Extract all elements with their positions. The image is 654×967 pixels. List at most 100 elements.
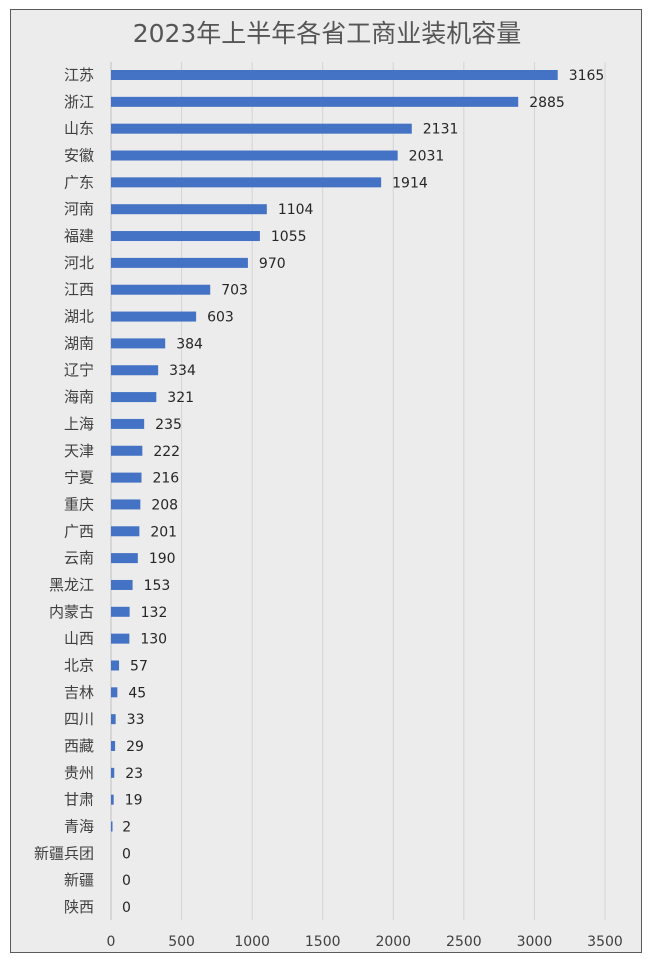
data-label: 190: [149, 551, 176, 567]
bar: [111, 714, 116, 725]
data-label: 0: [122, 846, 131, 862]
data-label: 321: [167, 390, 194, 406]
bar: [111, 392, 157, 403]
category-label: 吉林: [64, 683, 94, 701]
category-label: 湖南: [64, 334, 94, 352]
data-label: 703: [221, 283, 248, 299]
data-label: 2: [122, 820, 131, 836]
data-label: 2031: [409, 149, 445, 165]
category-label: 云南: [64, 549, 94, 567]
data-label: 153: [144, 578, 171, 594]
data-label: 23: [125, 766, 143, 782]
x-tick-label: 1000: [234, 934, 270, 950]
bar: [111, 204, 267, 215]
category-label: 北京: [64, 656, 94, 674]
bar: [111, 606, 130, 617]
category-label: 贵州: [64, 764, 94, 782]
bar: [111, 660, 120, 671]
category-label: 浙江: [64, 93, 94, 111]
bar: [111, 284, 211, 295]
data-label: 132: [141, 605, 168, 621]
data-label: 603: [207, 310, 234, 326]
bar: [111, 553, 138, 564]
category-label: 黑龙江: [49, 576, 94, 594]
data-label: 2131: [423, 122, 459, 138]
category-label: 上海: [64, 415, 94, 433]
bar: [111, 96, 519, 107]
bar: [111, 418, 145, 429]
data-label: 0: [122, 900, 131, 916]
category-label: 山东: [64, 120, 94, 138]
chart-title: 2023年上半年各省工商业装机容量: [132, 19, 522, 48]
category-label: 湖北: [64, 308, 94, 326]
category-label: 辽宁: [64, 361, 94, 379]
bar: [111, 767, 115, 778]
category-label: 宁夏: [64, 469, 94, 487]
category-label: 海南: [64, 388, 94, 406]
bar: [111, 70, 558, 80]
data-label: 970: [259, 256, 286, 272]
category-label: 山西: [64, 630, 94, 648]
category-label: 安徽: [64, 147, 94, 165]
bar: [111, 633, 130, 644]
bar: [111, 150, 398, 161]
category-label: 内蒙古: [49, 603, 94, 621]
bar: [111, 741, 116, 751]
category-label: 河南: [64, 200, 94, 218]
x-tick-label: 0: [107, 934, 116, 950]
data-label: 222: [153, 444, 180, 460]
category-label: 福建: [64, 227, 94, 245]
data-label: 33: [127, 712, 145, 728]
data-label: 2885: [529, 95, 565, 111]
data-label: 0: [122, 873, 131, 889]
bar: [111, 821, 113, 832]
data-label: 201: [150, 524, 177, 540]
category-label: 甘肃: [64, 791, 94, 809]
data-label: 29: [126, 739, 144, 755]
category-label: 新疆: [64, 871, 94, 889]
data-label: 57: [130, 658, 148, 674]
category-label: 重庆: [64, 495, 94, 513]
bar: [111, 123, 412, 134]
data-label: 384: [176, 336, 203, 352]
category-label: 江西: [64, 281, 94, 299]
data-label: 1914: [392, 175, 428, 191]
category-label: 河北: [64, 254, 94, 272]
x-tick-label: 1500: [305, 934, 341, 950]
data-label: 130: [140, 632, 167, 648]
bar: [111, 579, 133, 590]
bar: [111, 445, 143, 456]
x-tick-label: 2000: [375, 934, 411, 950]
bar: [111, 499, 141, 510]
data-label: 45: [128, 685, 146, 701]
x-tick-label: 2500: [446, 934, 482, 950]
data-label: 208: [151, 497, 178, 513]
bar: [111, 794, 114, 805]
data-label: 216: [152, 471, 179, 487]
category-label: 广东: [64, 173, 94, 191]
bar: [111, 338, 166, 349]
category-label: 青海: [64, 818, 94, 836]
x-tick-label: 3000: [517, 934, 553, 950]
category-label: 四川: [64, 710, 94, 728]
bar: [111, 687, 118, 698]
x-tick-label: 500: [168, 934, 195, 950]
category-label: 江苏: [64, 66, 94, 84]
category-label: 广西: [64, 522, 94, 540]
data-label: 1104: [278, 202, 314, 218]
x-tick-label: 3500: [587, 934, 623, 950]
data-label: 3165: [569, 68, 605, 84]
bar: [111, 526, 140, 537]
category-label: 陕西: [64, 898, 94, 916]
bar: [111, 365, 159, 376]
bar: [111, 257, 248, 268]
category-label: 新疆兵团: [34, 844, 94, 862]
bar: [111, 177, 382, 188]
data-label: 235: [155, 417, 182, 433]
category-label: 西藏: [64, 737, 94, 755]
data-label: 334: [169, 363, 196, 379]
category-label: 天津: [64, 442, 94, 460]
bar: [111, 472, 142, 483]
data-label: 19: [125, 793, 143, 809]
